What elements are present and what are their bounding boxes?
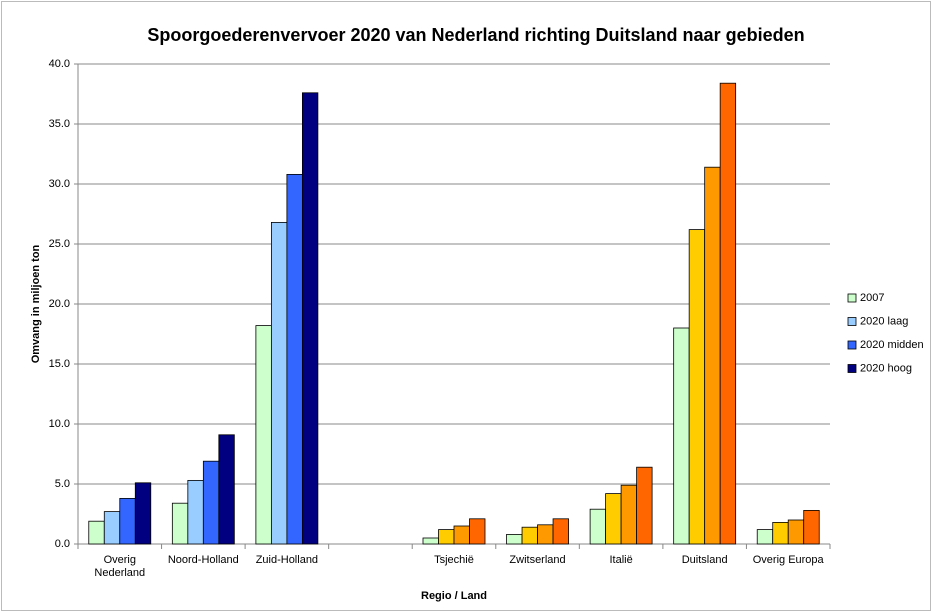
x-tick-label: Zuid-Holland	[255, 554, 319, 566]
bar	[453, 525, 470, 545]
y-tick-label: 10.0	[49, 418, 70, 430]
x-tick-label: Overig Nederland	[94, 554, 146, 579]
bar	[772, 522, 789, 545]
y-tick-label: 25.0	[49, 238, 70, 250]
legend-label: 2020 midden	[860, 339, 924, 351]
x-tick-label: Overig Europa	[752, 554, 824, 566]
bar	[803, 509, 820, 545]
bar	[134, 482, 152, 545]
bar	[605, 493, 622, 545]
bar	[255, 325, 272, 545]
y-tick-label: 35.0	[49, 118, 70, 130]
x-tick-label: Duitsland	[681, 554, 728, 566]
legend-label: 2020 laag	[860, 315, 908, 327]
y-tick-label: 0.0	[55, 538, 70, 550]
bar	[756, 529, 774, 545]
bar	[438, 529, 455, 545]
chart-title: Spoorgoederenvervoer 2020 van Nederland …	[147, 25, 804, 45]
bar	[88, 520, 105, 545]
legend-label: 2007	[860, 292, 884, 304]
x-tick-label: Tsjechië	[434, 554, 474, 566]
bar	[704, 166, 721, 545]
legend-swatch	[847, 293, 857, 303]
bar	[521, 526, 538, 545]
x-tick-label: Zwitserland	[509, 554, 566, 566]
bar	[187, 479, 204, 545]
legend-label: 2020 hoog	[860, 362, 912, 374]
bar	[620, 484, 638, 545]
y-tick-label: 40.0	[49, 58, 70, 70]
bar	[422, 537, 439, 545]
bar	[286, 173, 303, 545]
x-tick-label: Noord-Holland	[167, 554, 239, 566]
bar	[719, 82, 737, 545]
bar	[171, 502, 189, 545]
legend-swatch	[847, 364, 857, 373]
bar	[119, 497, 136, 545]
bar	[636, 466, 653, 545]
x-axis-label: Regio / Land	[421, 590, 487, 602]
bar	[673, 327, 690, 545]
bar	[688, 229, 706, 545]
bar	[787, 519, 805, 545]
x-tick-label: Italië	[609, 554, 633, 566]
y-tick-label: 20.0	[49, 298, 70, 310]
bar	[301, 92, 319, 545]
y-tick-label: 5.0	[55, 478, 70, 490]
bar	[202, 460, 220, 545]
bar	[469, 518, 486, 545]
legend-swatch	[847, 317, 857, 326]
bar	[589, 508, 607, 545]
y-tick-label: 15.0	[49, 358, 70, 370]
bar	[270, 221, 288, 545]
y-axis-label: Omvang in miljoen ton	[30, 244, 42, 363]
bar	[218, 434, 235, 545]
bar	[506, 534, 523, 545]
bar	[552, 518, 569, 545]
legend-swatch	[847, 340, 857, 350]
bar	[103, 511, 121, 545]
y-tick-label: 30.0	[49, 178, 70, 190]
bar	[537, 524, 554, 545]
